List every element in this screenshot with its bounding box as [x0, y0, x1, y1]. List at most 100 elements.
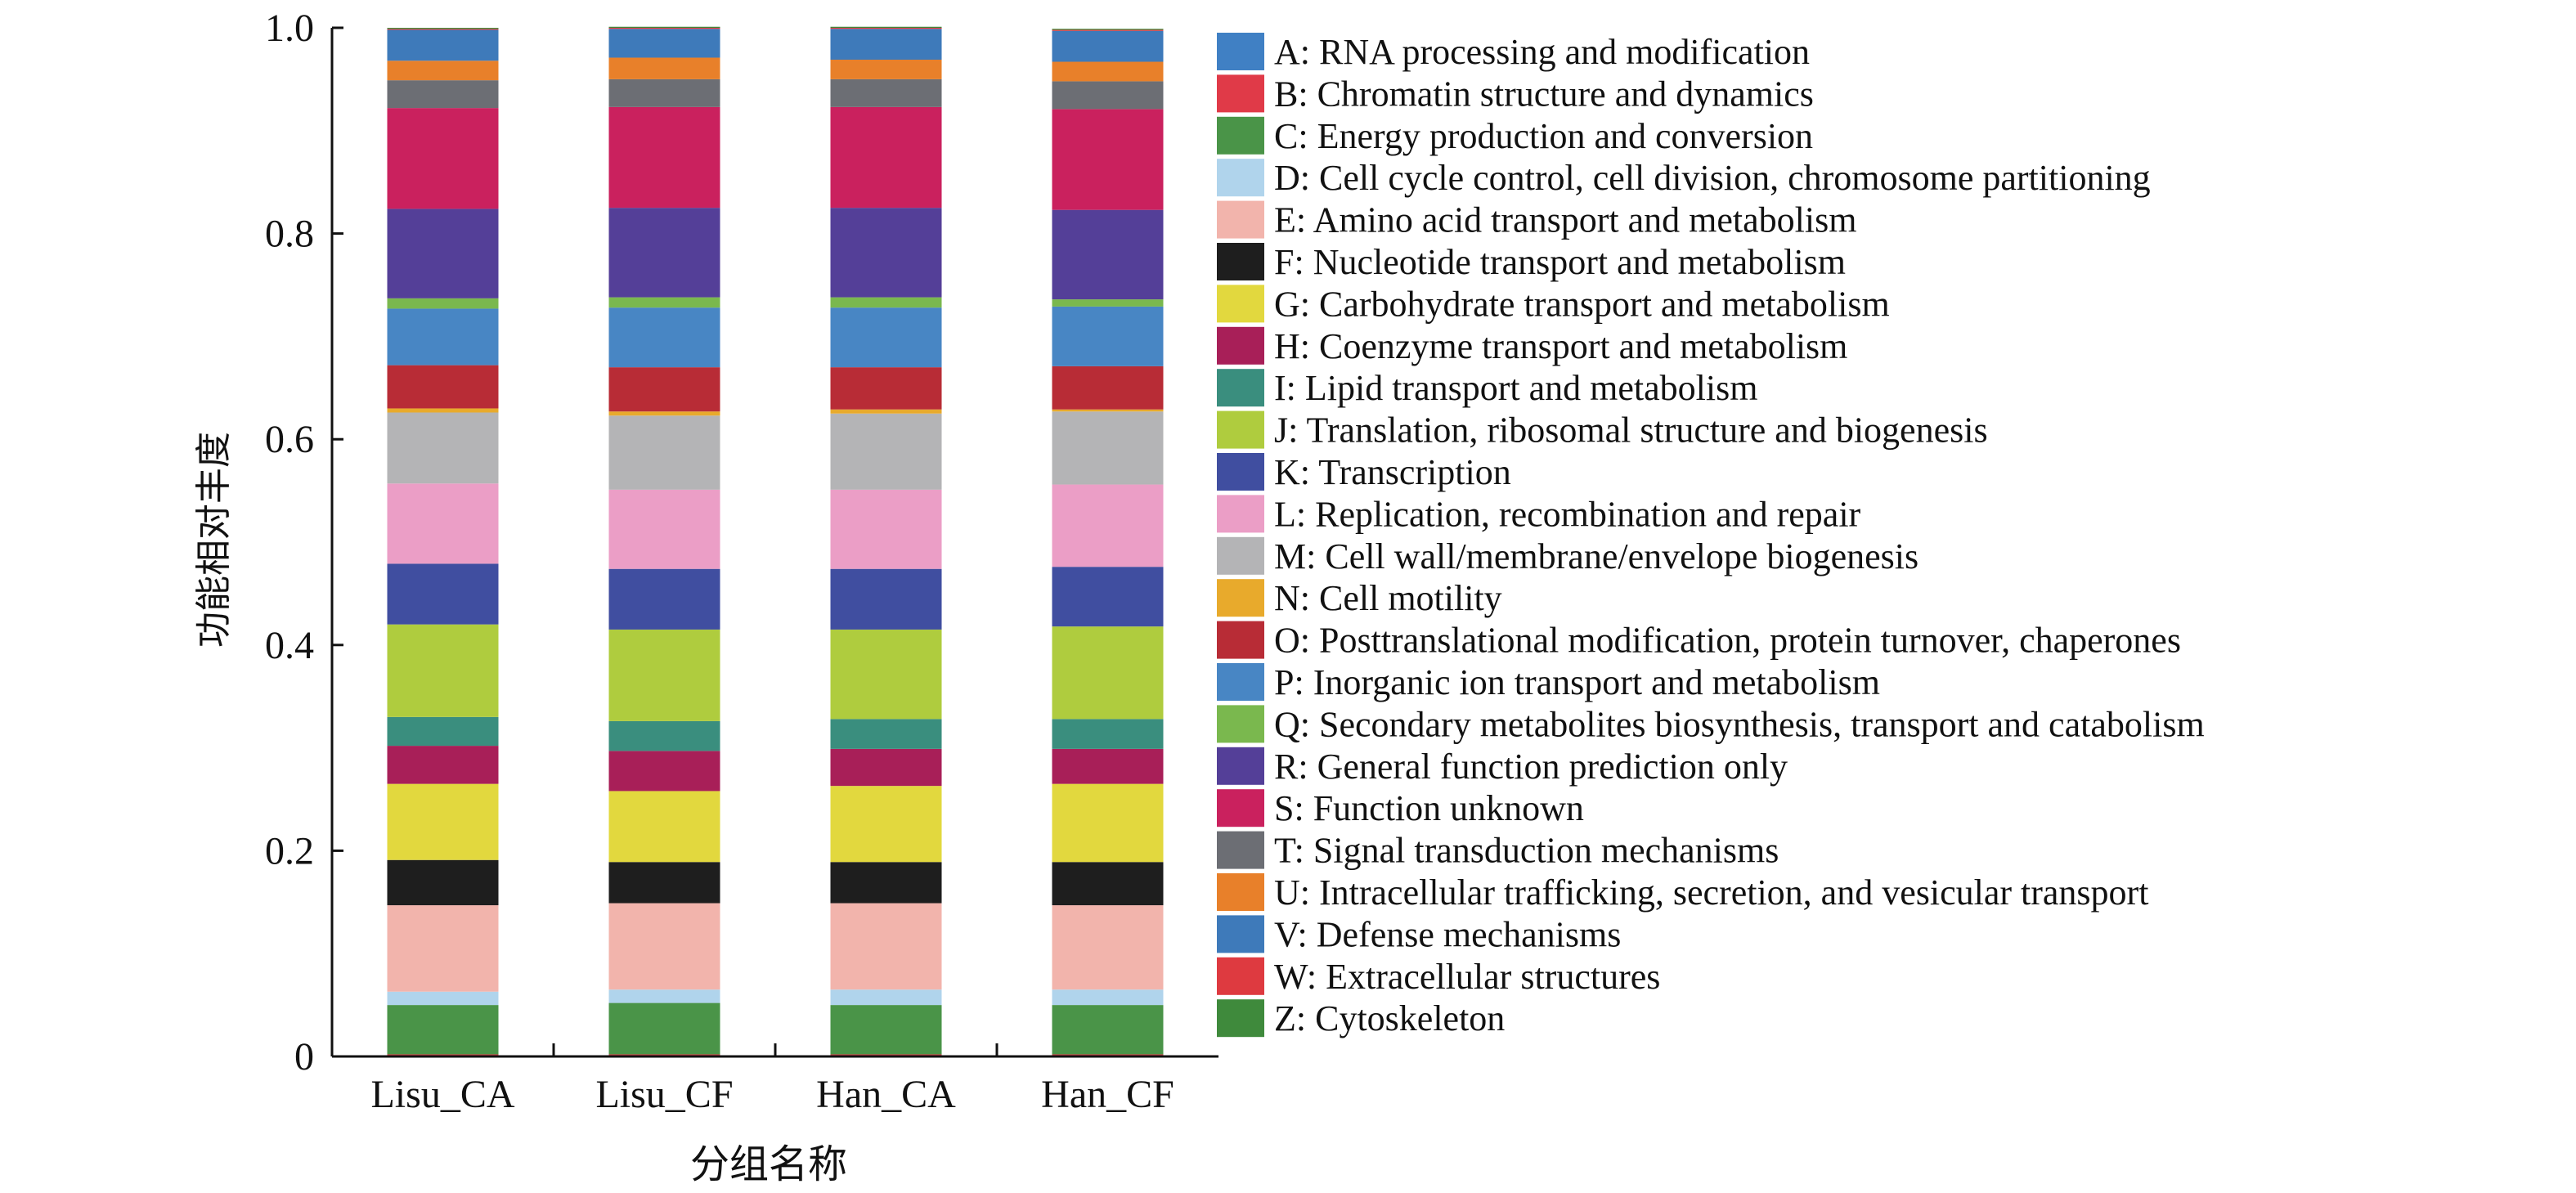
y-tick-label: 0.8 — [265, 213, 314, 256]
bar-segment-f-han_ca — [830, 862, 942, 904]
bar-segment-j-lisu_ca — [387, 624, 499, 717]
bar-segment-n-han_cf — [1052, 409, 1164, 412]
bar-segment-f-han_cf — [1052, 862, 1164, 906]
x-tick-label: Lisu_CF — [595, 1073, 733, 1116]
bar-segment-h-han_ca — [830, 748, 942, 787]
legend-swatch-u — [1217, 873, 1264, 911]
bar-segment-b-han_cf — [1052, 1054, 1164, 1056]
bar-segment-h-lisu_ca — [387, 746, 499, 784]
bar-segment-t-han_cf — [1052, 81, 1164, 110]
bar-segment-i-lisu_cf — [608, 720, 720, 751]
bar-segment-k-han_cf — [1052, 567, 1164, 627]
legend-label: F: Nucleotide transport and metabolism — [1274, 242, 1846, 282]
bar-segment-r-lisu_ca — [387, 209, 499, 298]
bar-segment-k-lisu_cf — [608, 568, 720, 630]
bar-segment-p-lisu_ca — [387, 308, 499, 366]
legend-label: P: Inorganic ion transport and metabolis… — [1274, 662, 1880, 702]
x-tick-label: Han_CA — [816, 1073, 956, 1116]
legend-label: W: Extracellular structures — [1274, 957, 1660, 997]
bar-segment-h-han_cf — [1052, 748, 1164, 784]
legend-label: K: Transcription — [1274, 452, 1511, 492]
bar-segment-q-lisu_cf — [608, 297, 720, 308]
legend-swatch-h — [1217, 326, 1264, 365]
bar-segment-d-lisu_cf — [608, 989, 720, 1003]
bar-segment-u-han_ca — [830, 59, 942, 79]
legend-label: M: Cell wall/membrane/envelope biogenesi… — [1274, 536, 1919, 576]
bar-segment-o-han_cf — [1052, 366, 1164, 410]
legend-swatch-k — [1217, 453, 1264, 491]
bar-segment-s-lisu_ca — [387, 108, 499, 209]
y-tick-label: 0.6 — [265, 418, 314, 461]
legend-swatch-p — [1217, 663, 1264, 701]
legend-label: B: Chromatin structure and dynamics — [1274, 74, 1814, 114]
legend-swatch-z — [1217, 999, 1264, 1038]
bar-segment-v-han_cf — [1052, 30, 1164, 62]
legend-label: N: Cell motility — [1274, 578, 1502, 618]
bar-segment-m-lisu_cf — [608, 415, 720, 490]
legend-swatch-t — [1217, 831, 1264, 869]
bar-segment-v-han_ca — [830, 29, 942, 60]
y-tick-label: 0.4 — [265, 624, 314, 667]
bar-segment-w-han_cf — [1052, 29, 1164, 31]
legend-label: S: Function unknown — [1274, 788, 1584, 828]
legend-swatch-g — [1217, 285, 1264, 323]
bar-segment-g-han_ca — [830, 786, 942, 863]
legend-swatch-q — [1217, 705, 1264, 743]
legend-swatch-w — [1217, 957, 1264, 995]
bar-segment-u-lisu_ca — [387, 61, 499, 81]
bar-segment-g-lisu_ca — [387, 783, 499, 860]
y-tick-label: 1.0 — [265, 7, 314, 50]
legend-swatch-v — [1217, 915, 1264, 953]
bar-segment-l-lisu_cf — [608, 489, 720, 569]
axes-group: Lisu_CA Lisu_CF Han_CA Han_CF 0 0.2 0.4 0.6 0.8 1… — [265, 7, 1218, 1116]
bar-segment-i-han_ca — [830, 719, 942, 749]
legend-swatch-l — [1217, 495, 1264, 533]
legend-label: I: Lipid transport and metabolism — [1274, 368, 1757, 408]
bar-segment-p-han_ca — [830, 307, 942, 368]
bar-segment-e-lisu_ca — [387, 905, 499, 992]
legend-label: Z: Cytoskeleton — [1274, 998, 1505, 1038]
legend-swatch-r — [1217, 747, 1264, 785]
bar-segment-z-lisu_cf — [608, 26, 720, 28]
bar-segment-q-lisu_ca — [387, 298, 499, 309]
bar-segment-v-lisu_ca — [387, 29, 499, 61]
bar-segment-h-lisu_cf — [608, 751, 720, 792]
bar-segment-n-lisu_cf — [608, 411, 720, 416]
legend-swatch-s — [1217, 789, 1264, 827]
bar-segment-i-han_cf — [1052, 719, 1164, 749]
bar-segment-p-lisu_cf — [608, 307, 720, 368]
x-tick-label: Lisu_CA — [370, 1073, 514, 1116]
bar-segment-w-han_ca — [830, 28, 942, 29]
legend-swatch-m — [1217, 536, 1264, 575]
bar-segment-d-han_ca — [830, 989, 942, 1006]
bar-segment-n-lisu_ca — [387, 408, 499, 413]
legend-swatch-o — [1217, 621, 1264, 659]
bar-segment-b-lisu_cf — [608, 1054, 720, 1056]
bar-segment-g-han_cf — [1052, 783, 1164, 863]
legend-label: L: Replication, recombination and repair — [1274, 494, 1861, 534]
y-tick-label: 0.2 — [265, 829, 314, 872]
bar-segment-m-lisu_ca — [387, 412, 499, 484]
bar-segment-o-lisu_cf — [608, 367, 720, 412]
bars-group — [387, 26, 1164, 1056]
bar-segment-z-lisu_ca — [387, 28, 499, 29]
bar-segment-r-lisu_cf — [608, 208, 720, 298]
legend-swatch-b — [1217, 74, 1264, 113]
bar-segment-w-lisu_cf — [608, 28, 720, 29]
bar-segment-g-lisu_cf — [608, 791, 720, 863]
legend-label: G: Carbohydrate transport and metabolism — [1274, 284, 1890, 324]
bar-segment-c-han_cf — [1052, 1005, 1164, 1055]
bar-segment-z-han_ca — [830, 26, 942, 28]
bar-segment-m-han_cf — [1052, 411, 1164, 485]
legend-label: R: General function prediction only — [1274, 747, 1788, 787]
bar-segment-b-han_ca — [830, 1054, 942, 1056]
bar-segment-d-lisu_ca — [387, 991, 499, 1006]
legend-swatch-f — [1217, 243, 1264, 280]
bar-segment-j-lisu_cf — [608, 629, 720, 721]
bar-segment-q-han_ca — [830, 297, 942, 308]
bar-segment-c-lisu_cf — [608, 1002, 720, 1055]
bar-segment-q-han_cf — [1052, 299, 1164, 307]
legend-label: A: RNA processing and modification — [1274, 32, 1810, 72]
